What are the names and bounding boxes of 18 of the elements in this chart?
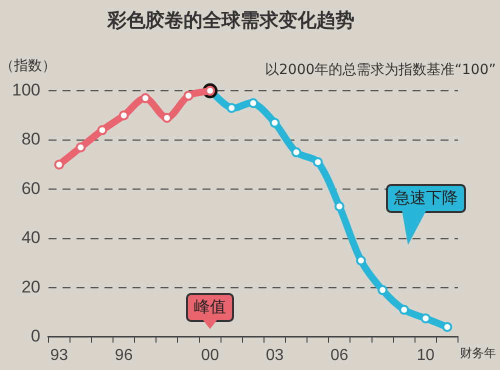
y-tick-label: 80: [21, 130, 40, 149]
y-tick-label: 20: [21, 277, 40, 296]
text: 以2000年的总需求为指数基准“100”: [265, 60, 496, 79]
x-tick-label: 06: [330, 346, 348, 364]
x-tick-label: 93: [50, 346, 68, 364]
annotation: 峰值: [186, 292, 234, 322]
y-axis-title: （指数）: [0, 56, 56, 75]
y-tick-label: 0: [30, 326, 40, 346]
annotation: 急速下降: [386, 184, 466, 214]
y-tick-label: 40: [21, 228, 40, 248]
chart-title: 彩色胶卷的全球需求变化趋势: [106, 9, 354, 32]
x-tick-label: 96: [114, 346, 133, 364]
x-tick-label: 00: [201, 346, 220, 364]
x-axis-title: 财务年: [460, 344, 496, 362]
x-tick-label: 03: [266, 346, 284, 364]
y-tick-label: 100: [12, 80, 40, 100]
y-tick-label: 60: [21, 178, 40, 198]
x-tick-label: 10: [416, 346, 435, 364]
